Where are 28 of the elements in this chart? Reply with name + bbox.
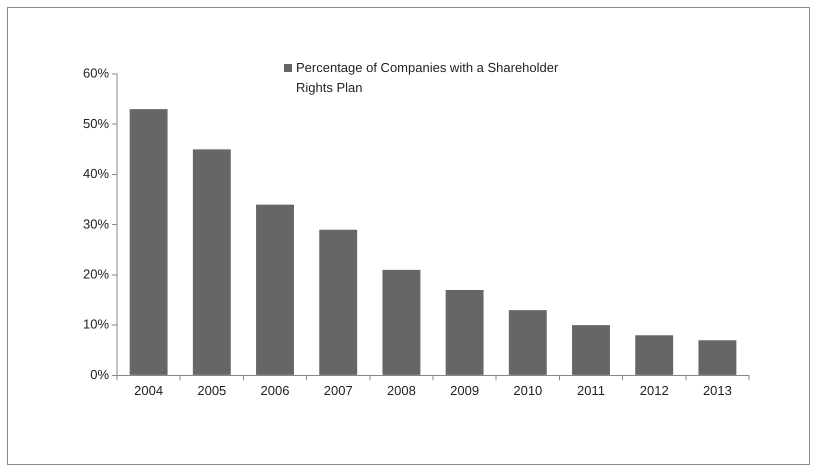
- bar: [192, 149, 231, 375]
- bar: [256, 204, 294, 375]
- bar: [698, 340, 736, 375]
- legend-label: Percentage of Companies with a Shareholder Rights Plan: [296, 59, 560, 97]
- bar: [508, 310, 547, 375]
- x-tick-label: 2009: [450, 382, 480, 398]
- y-tick-label: 10%: [82, 316, 110, 332]
- y-tick-label: 40%: [82, 166, 110, 182]
- y-tick-label: 20%: [82, 266, 110, 282]
- x-tick-label: 2005: [197, 382, 226, 398]
- y-tick-label: 60%: [82, 66, 110, 81]
- x-tick-label: 2010: [513, 382, 542, 398]
- bar: [446, 290, 484, 375]
- x-tick-label: 2007: [324, 382, 353, 398]
- y-tick-label: 30%: [82, 216, 110, 232]
- bar: [382, 270, 420, 375]
- x-tick-label: 2013: [702, 382, 732, 398]
- bar: [130, 109, 168, 375]
- x-tick-label: 2006: [260, 382, 290, 398]
- bar: [319, 230, 358, 375]
- x-tick-label: 2008: [386, 382, 416, 398]
- x-tick-label: 2004: [134, 382, 164, 398]
- y-tick-label: 0%: [90, 366, 110, 382]
- x-tick-label: 2011: [577, 382, 605, 398]
- x-tick-label: 2012: [640, 382, 669, 398]
- bar: [635, 335, 674, 375]
- y-tick-label: 50%: [82, 116, 110, 131]
- bar: [572, 325, 610, 375]
